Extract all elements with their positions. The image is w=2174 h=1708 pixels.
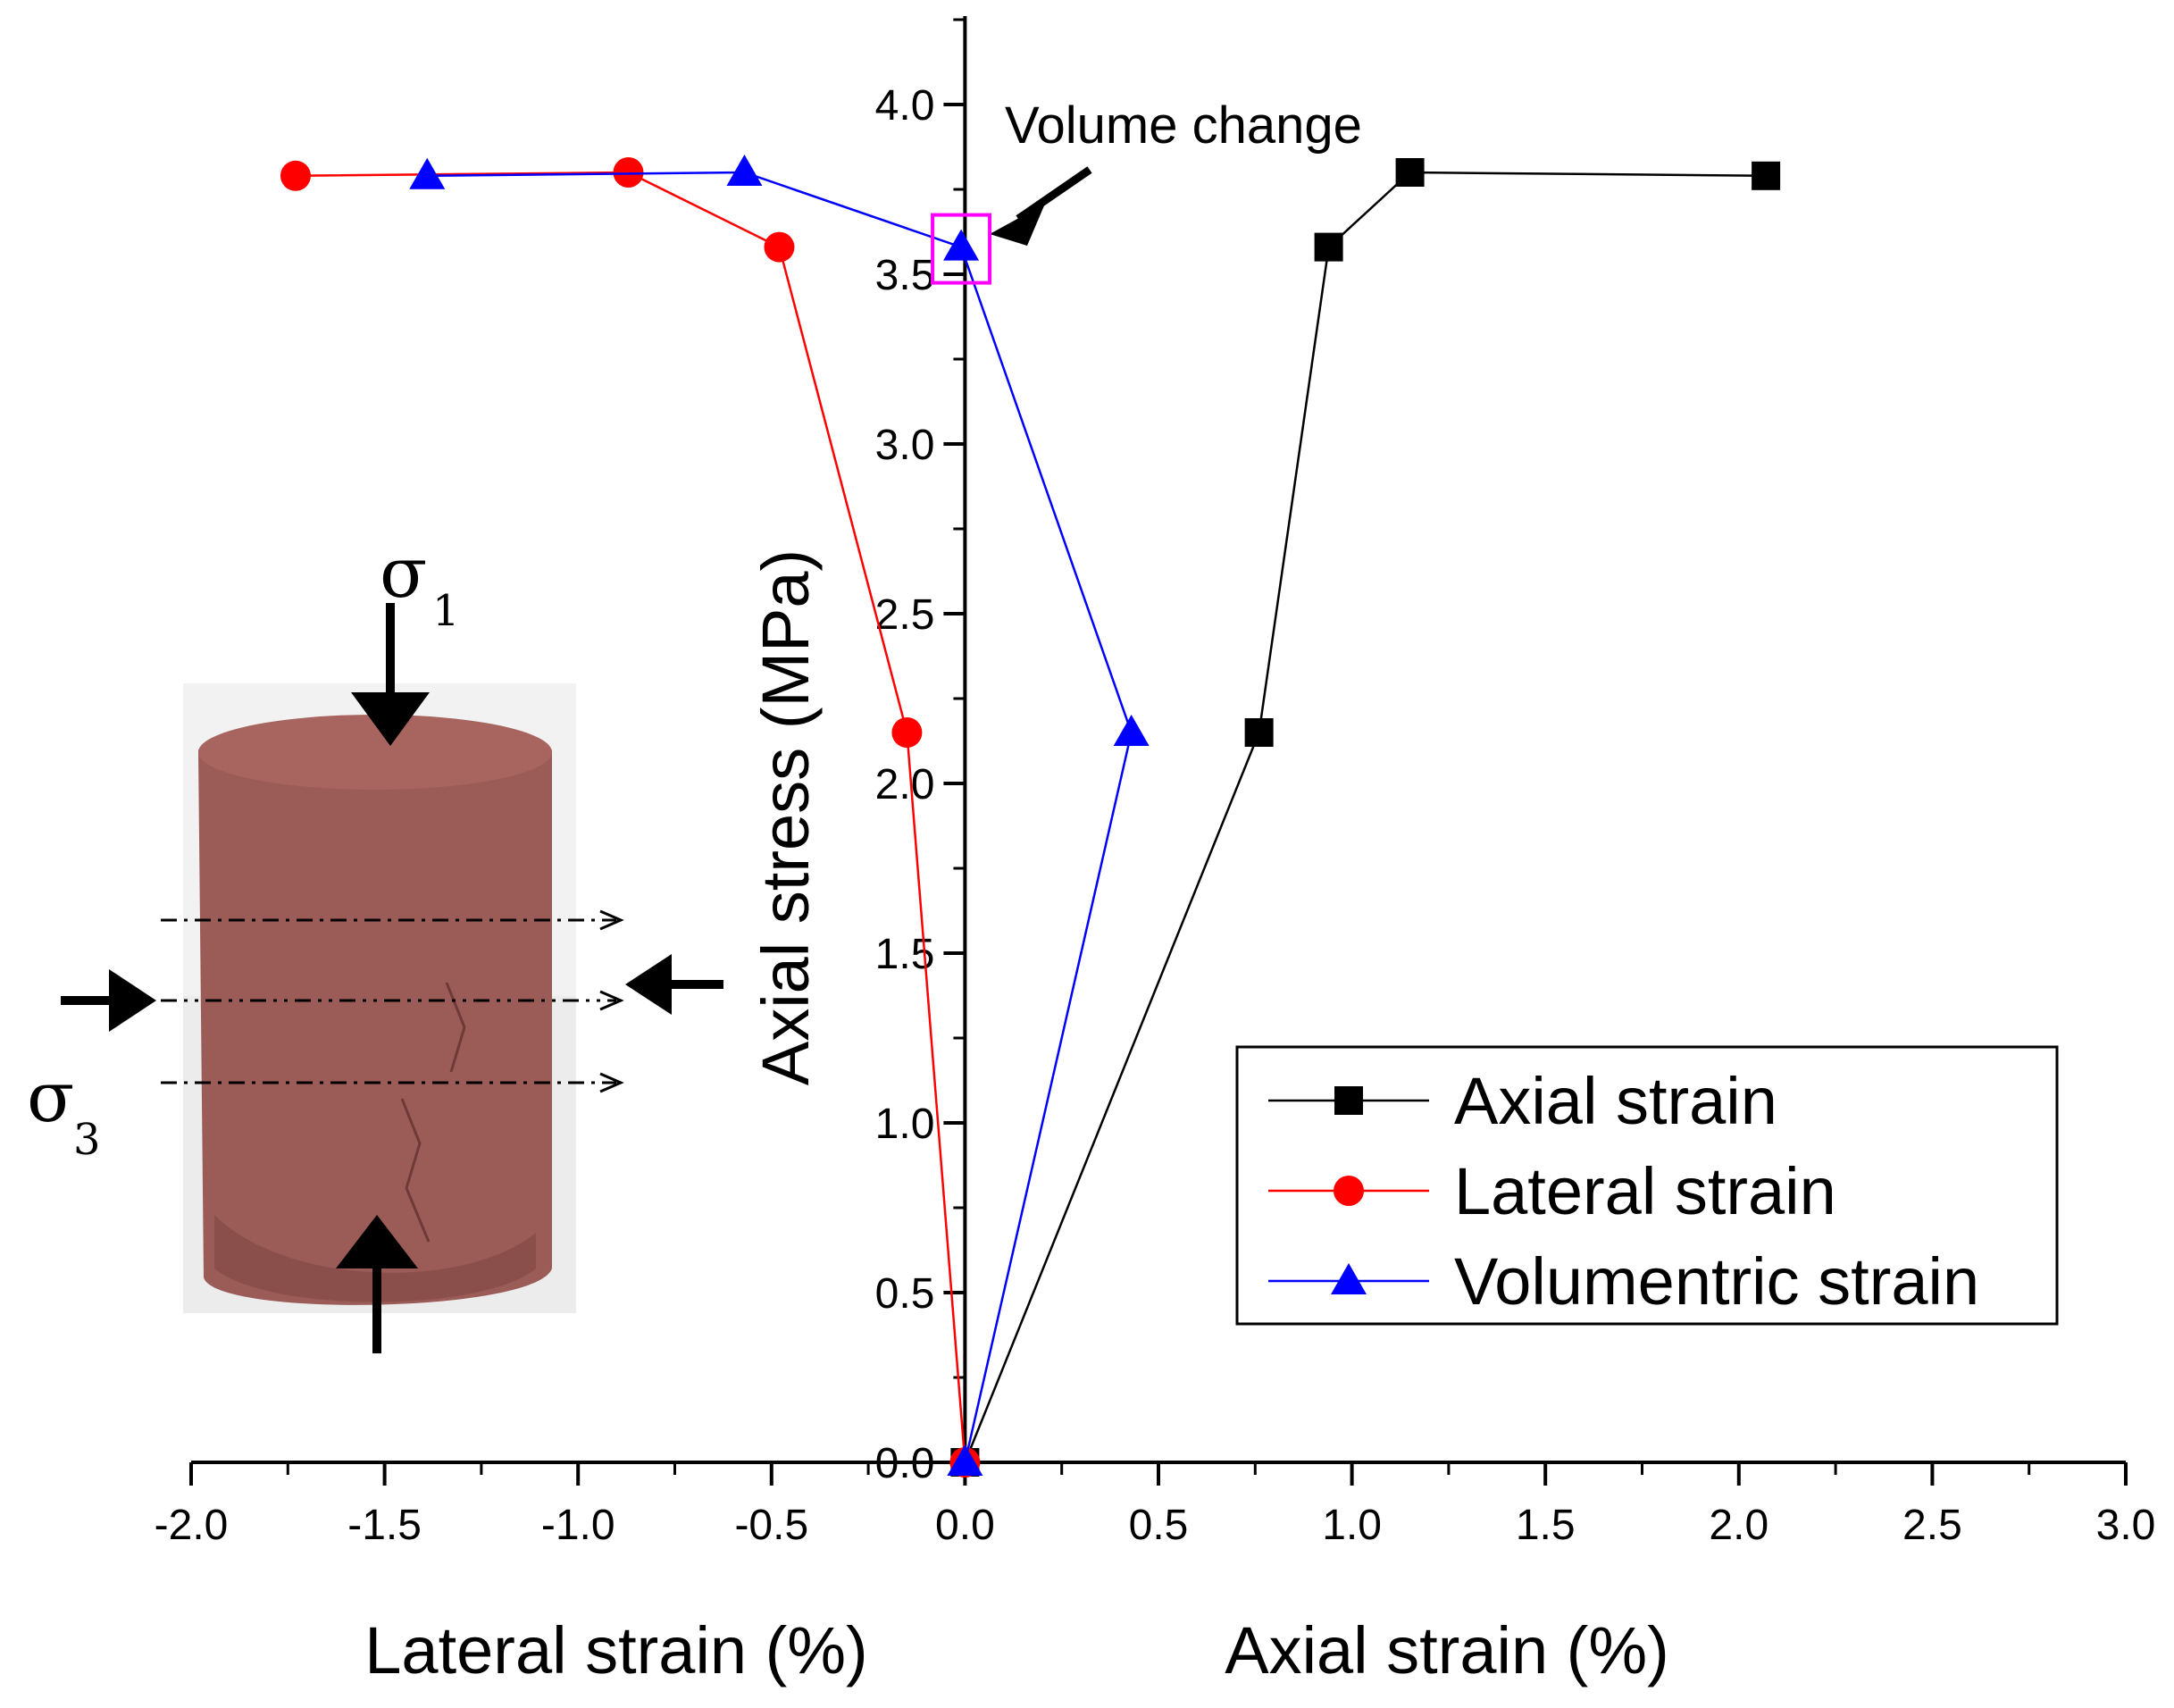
- legend-marker-axial-strain: [1334, 1086, 1363, 1115]
- specimen-shadow: [214, 1215, 536, 1302]
- x-tick-label: 1.0: [1322, 1502, 1382, 1549]
- crack-line: [400, 1098, 431, 1243]
- y-tick-label: 2.0: [875, 761, 935, 808]
- legend-label-axial-strain: Axial strain: [1454, 1064, 1777, 1138]
- legend-label-volumentric-strain: Volumentric strain: [1454, 1244, 1979, 1319]
- sigma1-arrow-head: [351, 692, 430, 746]
- specimen-inset: σ 1 σ 3: [27, 533, 723, 1353]
- volumentric-strain-point: [947, 1444, 983, 1476]
- y-tick-label: 2.5: [875, 591, 935, 639]
- x-axis-title-left: Lateral strain (%): [364, 1613, 867, 1687]
- y-tick-label: 3.0: [875, 422, 935, 469]
- y-tick-label: 1.0: [875, 1101, 935, 1148]
- legend-marker-volumentric-strain: [1331, 1263, 1367, 1294]
- legend-label-lateral-strain: Lateral strain: [1454, 1154, 1836, 1228]
- x-ticks: -2.0 -1.5 -1.0 -0.5 0.0 0.5 1.0 1.5 2.0 2.5 3.0: [155, 1462, 2156, 1549]
- sigma1-subscript: 1: [432, 586, 460, 636]
- x-tick-label: 3.0: [2096, 1502, 2156, 1549]
- sigma3-left-arrow-head: [109, 969, 156, 1032]
- sigma1-label: σ: [380, 533, 427, 614]
- axial-strain-point: [1395, 158, 1425, 187]
- x-tick-label: -1.0: [541, 1502, 615, 1549]
- legend: Axial strain Lateral strain Volumentric st…: [1235, 1045, 2059, 1326]
- x-tick-label: 0.5: [1129, 1502, 1189, 1549]
- x-tick-label: 2.0: [1709, 1502, 1768, 1549]
- x-tick-label: -1.5: [347, 1502, 422, 1549]
- x-tick-label: 0.0: [935, 1502, 995, 1549]
- y-tick-label: 0.5: [875, 1270, 935, 1318]
- x-tick-label: -0.5: [734, 1502, 808, 1549]
- series-layer: [280, 155, 1781, 1478]
- section-arrow-top: [599, 909, 624, 931]
- axial-strain-series: [950, 158, 1781, 1477]
- sigma3-label: σ: [27, 1058, 74, 1138]
- specimen-body: [198, 728, 552, 1305]
- crack-line: [445, 982, 466, 1073]
- axial-strain-point: [1752, 161, 1781, 190]
- sigma3-subscript: 3: [73, 1115, 101, 1165]
- lateral-strain-point: [613, 157, 644, 188]
- annotation-arrow-shaft: [1016, 166, 1092, 222]
- legend-box: [1235, 1045, 2059, 1326]
- sigma3-right-arrow-head: [625, 954, 672, 1015]
- volumentric-strain-point: [1113, 715, 1150, 746]
- section-arrow-middle: [599, 990, 624, 1011]
- specimen-top-face: [198, 715, 552, 790]
- lateral-strain-point: [764, 231, 795, 263]
- volumentric-strain-series: [409, 155, 1150, 1476]
- volume-change-annotation: Volume change: [931, 96, 1362, 285]
- sigma1-bottom-arrow-head: [336, 1215, 418, 1268]
- y-tick-label: 4.0: [875, 82, 935, 130]
- x-tick-label: -2.0: [155, 1502, 229, 1549]
- volumentric-strain-point: [726, 155, 763, 186]
- y-ticks: 0.00.51.01.52.02.53.03.54.0: [875, 18, 966, 1487]
- x-axis-title-right: Axial strain (%): [1225, 1613, 1669, 1687]
- y-axis-title: Axial stress (MPa): [748, 549, 823, 1085]
- lateral-strain-point: [891, 717, 923, 748]
- annotation-highlight-box: [931, 213, 992, 285]
- annotation-text: Volume change: [1005, 96, 1362, 155]
- x-tick-label: 2.5: [1902, 1502, 1962, 1549]
- axial-strain-point: [1314, 232, 1343, 262]
- y-tick-label: 3.5: [875, 252, 935, 299]
- section-arrow-bottom: [599, 1072, 624, 1093]
- volumentric-strain-point: [943, 229, 980, 261]
- y-tick-label: 0.0: [875, 1440, 935, 1487]
- x-tick-label: 1.5: [1516, 1502, 1576, 1549]
- axial-strain-point: [1244, 718, 1274, 747]
- lateral-strain-point: [280, 160, 311, 191]
- legend-marker-lateral-strain: [1334, 1176, 1364, 1206]
- annotation-arrow-head: [990, 204, 1045, 246]
- volumentric-strain-point: [409, 157, 446, 189]
